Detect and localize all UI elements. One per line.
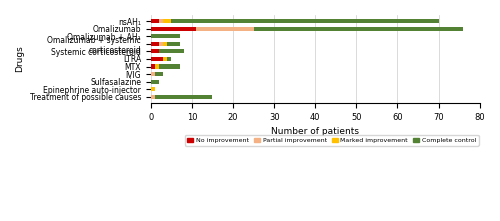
Bar	[151, 72, 155, 76]
Legend: No improvement, Partial improvement, Marked improvement, Complete control: No improvement, Partial improvement, Mar…	[184, 135, 478, 146]
Bar	[155, 95, 212, 99]
Bar	[151, 80, 159, 84]
Bar	[254, 27, 463, 31]
Bar	[163, 57, 167, 61]
X-axis label: Number of patients: Number of patients	[271, 127, 359, 136]
Bar	[151, 65, 155, 69]
Bar	[151, 42, 159, 46]
Bar	[151, 87, 155, 91]
Bar	[163, 42, 167, 46]
Bar	[151, 34, 180, 38]
Bar	[155, 65, 159, 69]
Bar	[172, 19, 438, 23]
Bar	[151, 95, 155, 99]
Bar	[159, 19, 163, 23]
Bar	[159, 65, 180, 69]
Bar	[151, 57, 163, 61]
Bar	[163, 19, 172, 23]
Bar	[159, 42, 163, 46]
Bar	[159, 49, 184, 53]
Bar	[151, 19, 159, 23]
Bar	[196, 27, 254, 31]
Bar	[167, 42, 179, 46]
Bar	[151, 27, 196, 31]
Bar	[151, 49, 159, 53]
Y-axis label: Drugs: Drugs	[15, 46, 24, 72]
Bar	[155, 72, 163, 76]
Bar	[167, 57, 172, 61]
